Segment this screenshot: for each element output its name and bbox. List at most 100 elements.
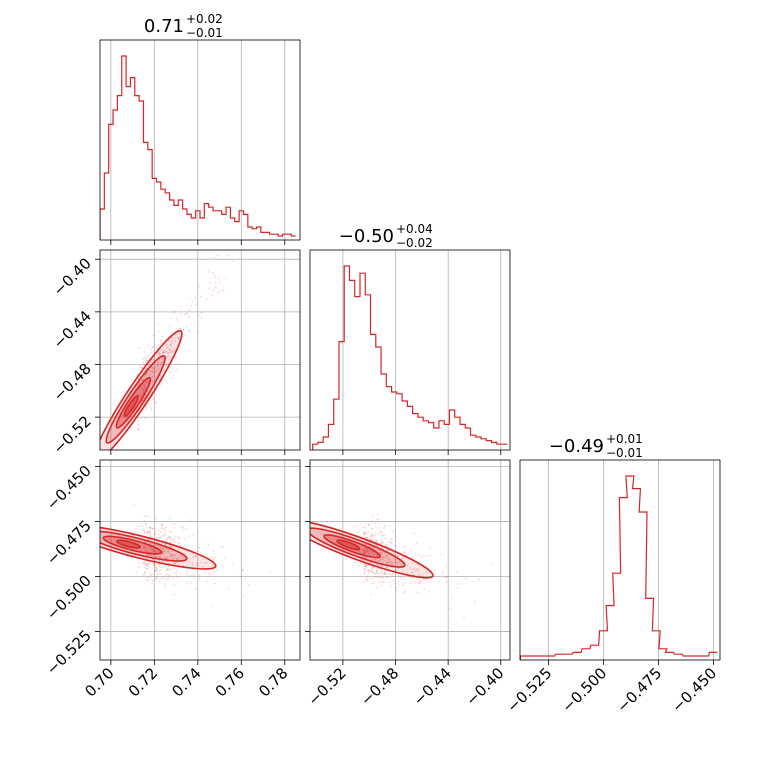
scatter-point: [158, 555, 161, 558]
scatter-point: [146, 531, 149, 534]
scatter-point: [178, 337, 181, 340]
scatter-point: [171, 345, 174, 348]
scatter-point: [135, 392, 137, 395]
scatter-point: [177, 337, 180, 340]
scatter-point: [366, 575, 369, 578]
scatter-point: [376, 532, 379, 535]
scatter-point: [168, 574, 171, 576]
scatter-point: [154, 556, 157, 559]
scatter-point: [426, 554, 429, 557]
scatter-point: [170, 350, 173, 352]
scatter-point: [380, 551, 382, 554]
scatter-point: [162, 550, 165, 552]
scatter-point: [144, 360, 147, 362]
scatter-point: [440, 553, 443, 556]
scatter-point: [217, 277, 220, 280]
scatter-point: [153, 371, 156, 374]
scatter-point: [373, 558, 376, 561]
scatter-point: [175, 572, 177, 575]
scatter-point: [404, 578, 407, 581]
scatter-point: [148, 572, 151, 574]
scatter-point: [168, 347, 171, 350]
scatter-point: [137, 562, 140, 565]
scatter-point: [370, 534, 373, 537]
scatter-point: [190, 323, 193, 326]
scatter-point: [239, 236, 241, 238]
scatter-point: [425, 571, 428, 574]
scatter-point: [221, 564, 224, 567]
scatter-point: [450, 597, 453, 600]
scatter-point: [171, 550, 174, 553]
scatter-point: [167, 354, 169, 357]
scatter-point: [154, 551, 157, 553]
scatter-point: [376, 513, 379, 516]
scatter-point: [174, 337, 176, 340]
scatter-point: [368, 549, 371, 552]
scatter-point: [169, 541, 172, 544]
scatter-point: [365, 551, 368, 553]
scatter-point: [194, 588, 197, 590]
scatter-point: [158, 537, 161, 540]
scatter-point: [205, 561, 208, 564]
scatter-point: [174, 555, 176, 557]
scatter-point: [152, 376, 155, 379]
scatter-point: [385, 556, 388, 559]
scatter-point: [143, 384, 145, 387]
scatter-point: [171, 337, 173, 340]
scatter-point: [194, 555, 197, 557]
scatter-point: [380, 539, 382, 542]
scatter-point: [232, 562, 235, 565]
scatter-point: [169, 343, 172, 346]
scatter-point: [159, 546, 162, 548]
panel-1-1: −0.50 +0.04−0.02: [309, 222, 511, 455]
scatter-point: [147, 344, 150, 347]
scatter-point: [222, 546, 224, 549]
scatter-point: [162, 556, 165, 559]
scatter-point: [162, 351, 165, 354]
y-tick-label: −0.525: [43, 627, 95, 679]
scatter-point: [156, 544, 159, 547]
scatter-point: [149, 530, 152, 533]
scatter-point: [150, 532, 153, 535]
scatter-point: [172, 557, 175, 559]
scatter-point: [155, 572, 158, 575]
scatter-point: [367, 550, 370, 553]
scatter-point: [381, 576, 384, 579]
scatter-point: [151, 366, 154, 369]
scatter-point: [364, 536, 367, 539]
scatter-point: [382, 573, 385, 575]
scatter-point: [147, 564, 150, 566]
scatter-point: [194, 555, 197, 558]
scatter-point: [151, 380, 154, 382]
y-tick-label: −0.48: [50, 360, 95, 405]
scatter-point: [152, 550, 154, 553]
scatter-point: [392, 530, 394, 533]
scatter-point: [165, 346, 168, 349]
scatter-point: [166, 548, 169, 551]
scatter-point: [368, 549, 371, 551]
scatter-point: [375, 554, 378, 557]
scatter-point: [377, 559, 380, 562]
scatter-point: [167, 370, 170, 373]
scatter-point: [222, 289, 225, 292]
scatter-point: [166, 558, 169, 560]
scatter-point: [172, 577, 174, 580]
scatter-point: [149, 531, 151, 534]
scatter-point: [150, 546, 153, 549]
scatter-point: [162, 528, 165, 531]
scatter-point: [183, 537, 186, 540]
scatter-point: [171, 341, 174, 344]
scatter-point: [158, 570, 161, 572]
scatter-point: [441, 571, 444, 573]
x-tick-label: −0.40: [462, 664, 507, 709]
scatter-point: [370, 558, 373, 561]
scatter-point: [380, 558, 383, 561]
scatter-point: [363, 568, 366, 571]
scatter-point: [144, 381, 147, 384]
scatter-point: [159, 568, 162, 571]
scatter-point: [212, 550, 215, 552]
scatter-point: [149, 384, 152, 387]
scatter-point: [143, 562, 145, 564]
scatter-point: [374, 544, 376, 547]
scatter-point: [156, 568, 158, 571]
